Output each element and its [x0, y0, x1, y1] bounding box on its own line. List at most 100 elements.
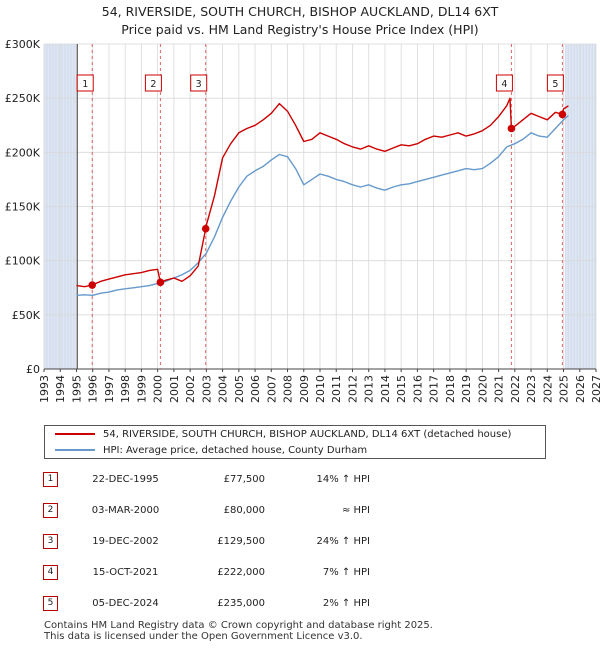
x-tick-label: 2012 [346, 375, 359, 403]
x-tick-label: 2015 [395, 375, 408, 403]
sale-dot [201, 224, 210, 233]
sale-marker-box [546, 74, 564, 92]
y-tick-label: £50K [12, 309, 41, 322]
sale-date: 15-OCT-2021 [92, 567, 159, 578]
sale-row: 4 15-OCT-2021 £222,000 7% ↑ HPI [0, 563, 600, 583]
sale-number-box: 2 [43, 503, 58, 518]
x-tick-label: 2011 [330, 375, 343, 403]
price-chart: 1 2 3 4 5 £0 £50K £100K £150K £200K £250K £300K 19… [5, 38, 600, 403]
sale-hpi-comparison: 2% ↑ HPI [322, 598, 370, 609]
x-tick-label: 2027 [590, 375, 600, 403]
sale-date: 19-DEC-2002 [92, 536, 159, 547]
x-tick-label: 2018 [444, 375, 457, 403]
sale-dot [558, 110, 567, 119]
sale-hpi-comparison: 14% ↑ HPI [316, 474, 370, 485]
x-tick-label: 1996 [87, 375, 100, 403]
x-tick-label: 2017 [428, 375, 441, 403]
sale-date: 05-DEC-2024 [92, 598, 159, 609]
footer-copyright: Contains HM Land Registry data © Crown c… [44, 620, 433, 631]
legend-swatch-hpi [55, 449, 95, 451]
sale-number-box: 5 [43, 596, 58, 611]
sale-dot [507, 124, 516, 133]
x-tick-label: 2002 [184, 375, 197, 403]
sale-marker-box [76, 74, 94, 92]
legend-label-property: 54, RIVERSIDE, SOUTH CHURCH, BISHOP AUCK… [103, 429, 512, 440]
sale-row: 1 22-DEC-1995 £77,500 14% ↑ HPI [0, 470, 600, 490]
sale-number-box: 3 [43, 534, 58, 549]
y-tick-label: £0 [26, 363, 40, 376]
sale-marker-box [190, 74, 208, 92]
x-tick-label: 2006 [249, 375, 262, 403]
x-tick-label: 2013 [363, 375, 376, 403]
x-tick-label: 2026 [574, 375, 587, 403]
sale-price: £77,500 [223, 474, 265, 485]
sale-number-box: 1 [43, 472, 58, 487]
x-tick-label: 2009 [298, 375, 311, 403]
x-tick-label: 1994 [54, 375, 67, 403]
y-tick-label: £300K [5, 38, 41, 51]
legend-swatch-property [55, 433, 95, 435]
sale-marker-label: 2 [150, 79, 156, 90]
sale-row: 2 03-MAR-2000 £80,000 ≈ HPI [0, 501, 600, 521]
sale-number-box: 4 [43, 565, 58, 580]
x-tick-label: 2025 [558, 375, 571, 403]
chart-title-line1: 54, RIVERSIDE, SOUTH CHURCH, BISHOP AUCK… [101, 4, 499, 19]
x-tick-label: 2010 [314, 375, 327, 403]
x-axis-ticks: 1993 1994 1995 1996 1997 1998 1999 2000 2001 2002… [38, 369, 600, 403]
x-tick-label: 2016 [411, 375, 424, 403]
x-tick-label: 2024 [541, 375, 554, 403]
x-tick-label: 2007 [265, 375, 278, 403]
sale-hpi-comparison: 7% ↑ HPI [322, 567, 370, 578]
sale-row: 3 19-DEC-2002 £129,500 24% ↑ HPI [0, 532, 600, 552]
y-axis-ticks: £0 £50K £100K £150K £200K £250K £300K [5, 38, 41, 376]
sale-marker-boxes: 1 2 3 4 5 [76, 74, 564, 92]
x-tick-label: 2014 [379, 375, 392, 403]
sale-date: 03-MAR-2000 [91, 505, 160, 516]
legend-label-hpi: HPI: Average price, detached house, Coun… [103, 445, 368, 456]
x-tick-label: 1995 [70, 375, 83, 403]
footer: Contains HM Land Registry data © Crown c… [44, 620, 433, 642]
sale-marker-label: 5 [552, 79, 558, 90]
sale-dots [88, 110, 567, 289]
y-tick-label: £200K [5, 146, 41, 159]
legend: 54, RIVERSIDE, SOUTH CHURCH, BISHOP AUCK… [44, 425, 546, 459]
legend-item-property: 54, RIVERSIDE, SOUTH CHURCH, BISHOP AUCK… [55, 427, 511, 443]
x-tick-label: 1998 [119, 375, 132, 403]
legend-item-hpi: HPI: Average price, detached house, Coun… [55, 443, 367, 459]
sale-dot [156, 278, 165, 287]
sale-hpi-comparison: 24% ↑ HPI [316, 536, 370, 547]
x-tick-label: 1993 [38, 375, 51, 403]
x-tick-label: 2008 [282, 375, 295, 403]
x-tick-label: 1999 [135, 375, 148, 403]
x-tick-label: 2023 [525, 375, 538, 403]
x-tick-label: 2004 [217, 375, 230, 403]
sale-hpi-comparison: ≈ HPI [341, 505, 370, 516]
sale-price: £222,000 [217, 567, 265, 578]
y-tick-label: £150K [5, 201, 41, 214]
sale-marker-label: 1 [82, 79, 88, 90]
sale-marker-box [495, 74, 513, 92]
sale-marker-label: 4 [501, 79, 507, 90]
sale-dot [88, 281, 97, 289]
sale-date: 22-DEC-1995 [92, 474, 159, 485]
sale-marker-lines [91, 44, 563, 369]
x-tick-label: 2001 [168, 375, 181, 403]
sale-marker-box [144, 74, 162, 92]
x-tick-label: 2005 [233, 375, 246, 403]
x-tick-label: 1997 [103, 375, 116, 403]
x-tick-label: 2020 [476, 375, 489, 403]
x-tick-label: 2022 [509, 375, 522, 403]
sale-marker-label: 3 [196, 79, 202, 90]
y-tick-label: £100K [5, 255, 41, 268]
footer-licence: This data is licensed under the Open Gov… [44, 631, 363, 642]
sale-price: £235,000 [217, 598, 265, 609]
x-tick-label: 2000 [152, 375, 165, 403]
sale-price: £80,000 [223, 505, 265, 516]
x-tick-label: 2003 [200, 375, 213, 403]
x-tick-label: 2021 [493, 375, 506, 403]
x-tick-label: 2019 [460, 375, 473, 403]
chart-title-line2: Price paid vs. HM Land Registry's House … [121, 22, 479, 37]
sale-price: £129,500 [217, 536, 265, 547]
sale-row: 5 05-DEC-2024 £235,000 2% ↑ HPI [0, 594, 600, 614]
y-tick-label: £250K [5, 92, 41, 105]
